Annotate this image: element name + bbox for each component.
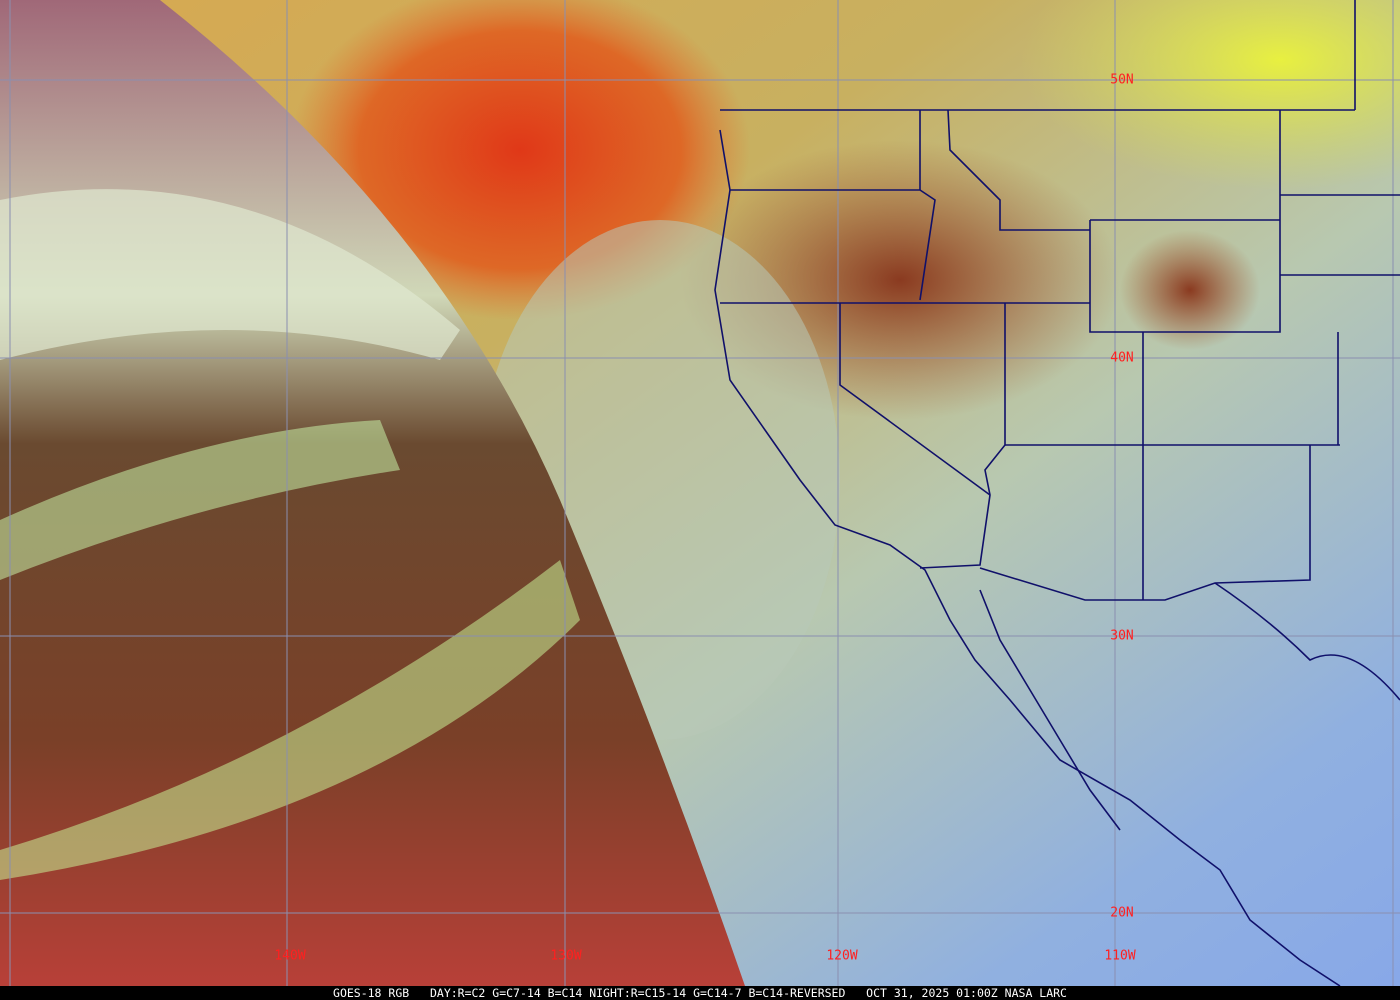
caption-datetime: OCT 31, 2025 01:00Z [866, 986, 998, 1000]
cloud-brown-2 [1120, 230, 1260, 350]
longitude-label-120w: 120W [826, 948, 858, 964]
caption-recipe: DAY:R=C2 G=C7-14 B=C14 NIGHT:R=C15-14 G=… [429, 986, 846, 1000]
cloud-band [0, 189, 460, 360]
caption-satellite: GOES-18 RGB [333, 986, 410, 1000]
latitude-label-30n: 30N [1110, 628, 1134, 644]
latitude-label-40n: 40N [1110, 350, 1134, 366]
latitude-label-50n: 50N [1110, 72, 1134, 88]
coastlines-and-borders [714, 0, 1400, 986]
caption-bar: GOES-18 RGB DAY:R=C2 G=C7-14 B=C14 NIGHT… [0, 986, 1400, 1000]
latitude-label-20n: 20N [1110, 905, 1134, 921]
longitude-label-130w: 130W [550, 948, 582, 964]
longitude-label-110w: 110W [1104, 948, 1136, 964]
cloud-band [0, 420, 400, 580]
longitude-label-140w: 140W [274, 948, 306, 964]
cloud-band [0, 560, 580, 880]
caption-source: NASA LARC [1004, 986, 1067, 1000]
